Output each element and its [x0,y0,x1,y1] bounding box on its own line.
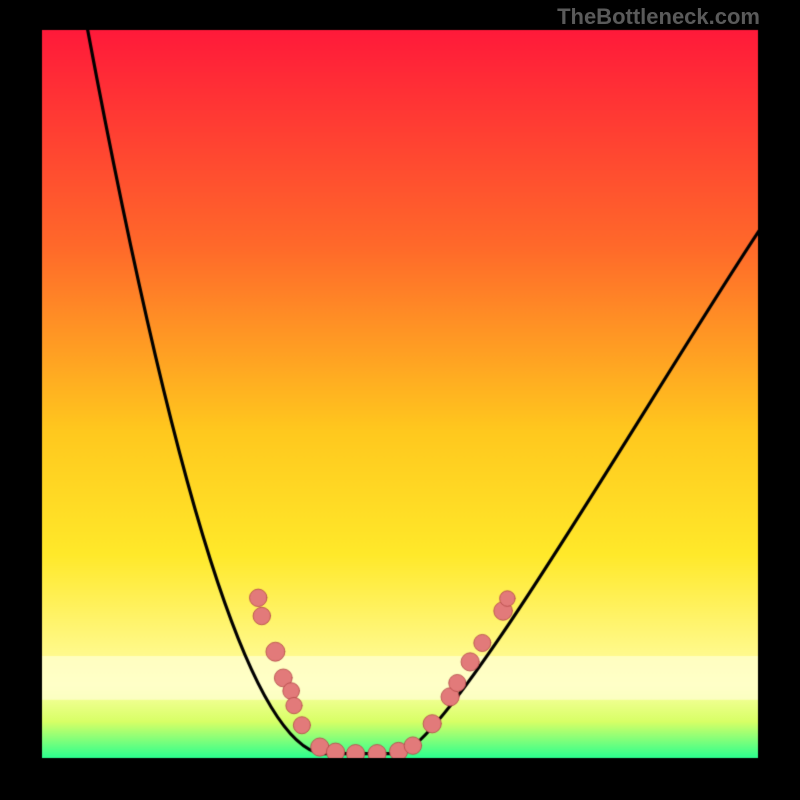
bottleneck-chart-canvas [0,0,800,800]
chart-container: TheBottleneck.com [0,0,800,800]
watermark-text: TheBottleneck.com [557,4,760,30]
